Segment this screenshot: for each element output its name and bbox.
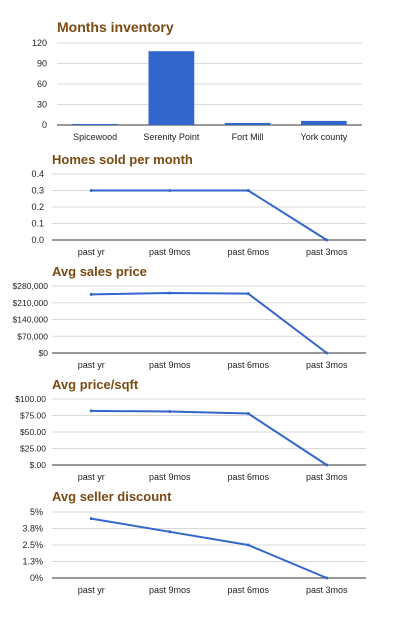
y-tick-label: $100.00 bbox=[15, 394, 46, 404]
x-tick-label: past 3mos bbox=[306, 472, 348, 482]
x-tick-label: past yr bbox=[78, 360, 105, 370]
data-point bbox=[168, 530, 172, 534]
x-tick-label: past 6mos bbox=[227, 472, 269, 482]
x-tick-label: past 3mos bbox=[306, 247, 348, 257]
y-tick-label: $.00 bbox=[29, 460, 46, 470]
x-tick-label: past 9mos bbox=[149, 360, 191, 370]
x-tick-label: past 9mos bbox=[149, 247, 191, 257]
data-point bbox=[89, 517, 93, 521]
chart-title: Homes sold per month bbox=[52, 152, 193, 167]
y-tick-label: 2.5% bbox=[22, 540, 43, 550]
y-tick-label: 5% bbox=[30, 507, 43, 517]
data-point bbox=[168, 291, 172, 295]
y-tick-label: $50.00 bbox=[20, 427, 46, 437]
x-tick-label: past 9mos bbox=[149, 472, 191, 482]
data-point bbox=[89, 409, 93, 413]
bar-fort-mill bbox=[224, 122, 271, 125]
y-tick-label: 3.8% bbox=[22, 524, 43, 534]
data-point bbox=[325, 351, 329, 355]
y-tick-label: $280,000 bbox=[13, 281, 49, 291]
data-point bbox=[89, 189, 93, 192]
y-tick-label: $25.00 bbox=[20, 444, 46, 454]
y-tick-label: $210,000 bbox=[13, 298, 49, 308]
y-tick-label: $0 bbox=[39, 348, 49, 358]
chart-title: Avg sales price bbox=[52, 264, 147, 279]
data-point bbox=[246, 292, 250, 296]
y-tick-label: 0.4 bbox=[31, 169, 44, 179]
series-line bbox=[91, 291, 328, 354]
y-tick-label: 60 bbox=[37, 79, 47, 89]
y-tick-label: 0.1 bbox=[31, 219, 44, 229]
data-point bbox=[246, 189, 250, 192]
x-tick-label: past 6mos bbox=[227, 585, 269, 595]
data-point bbox=[168, 410, 172, 414]
data-point bbox=[246, 412, 250, 416]
y-tick-label: 1.3% bbox=[22, 557, 43, 567]
bar-york-county bbox=[301, 120, 347, 125]
x-tick-label: Fort Mill bbox=[232, 132, 264, 142]
data-point bbox=[325, 238, 329, 242]
x-tick-label: past 6mos bbox=[227, 247, 269, 257]
chart-title: Months inventory bbox=[57, 19, 174, 35]
y-tick-label: 0% bbox=[30, 573, 43, 583]
series-line bbox=[91, 189, 328, 241]
x-tick-label: Serenity Point bbox=[143, 132, 200, 142]
data-point bbox=[325, 463, 329, 467]
data-point bbox=[168, 189, 172, 192]
x-tick-label: past 3mos bbox=[306, 360, 348, 370]
y-tick-label: $140,000 bbox=[13, 315, 49, 325]
x-tick-label: past yr bbox=[78, 472, 105, 482]
bar-serenity-point bbox=[148, 51, 195, 126]
y-tick-label: 0.0 bbox=[31, 235, 44, 245]
chart-title: Avg seller discount bbox=[52, 489, 172, 504]
y-tick-label: $70,000 bbox=[17, 331, 48, 341]
x-tick-label: past yr bbox=[78, 247, 105, 257]
y-tick-label: 90 bbox=[37, 59, 47, 69]
x-tick-label: past 9mos bbox=[149, 585, 191, 595]
data-point bbox=[246, 543, 250, 547]
x-tick-label: past 3mos bbox=[306, 585, 348, 595]
x-tick-label: Spicewood bbox=[73, 132, 117, 142]
series-line bbox=[91, 517, 328, 579]
x-tick-label: past yr bbox=[78, 585, 105, 595]
series-line bbox=[91, 409, 328, 466]
y-tick-label: 0.3 bbox=[31, 186, 44, 196]
x-tick-label: York county bbox=[301, 132, 348, 142]
y-tick-label: $75.00 bbox=[20, 411, 46, 421]
y-tick-label: 120 bbox=[32, 38, 47, 48]
x-tick-label: past 6mos bbox=[227, 360, 269, 370]
bar-spicewood bbox=[72, 123, 118, 125]
y-tick-label: 0 bbox=[42, 120, 47, 130]
data-point bbox=[325, 576, 329, 580]
data-point bbox=[89, 292, 93, 296]
chart-title: Avg price/sqft bbox=[52, 377, 139, 392]
y-tick-label: 0.2 bbox=[31, 202, 44, 212]
y-tick-label: 30 bbox=[37, 100, 47, 110]
